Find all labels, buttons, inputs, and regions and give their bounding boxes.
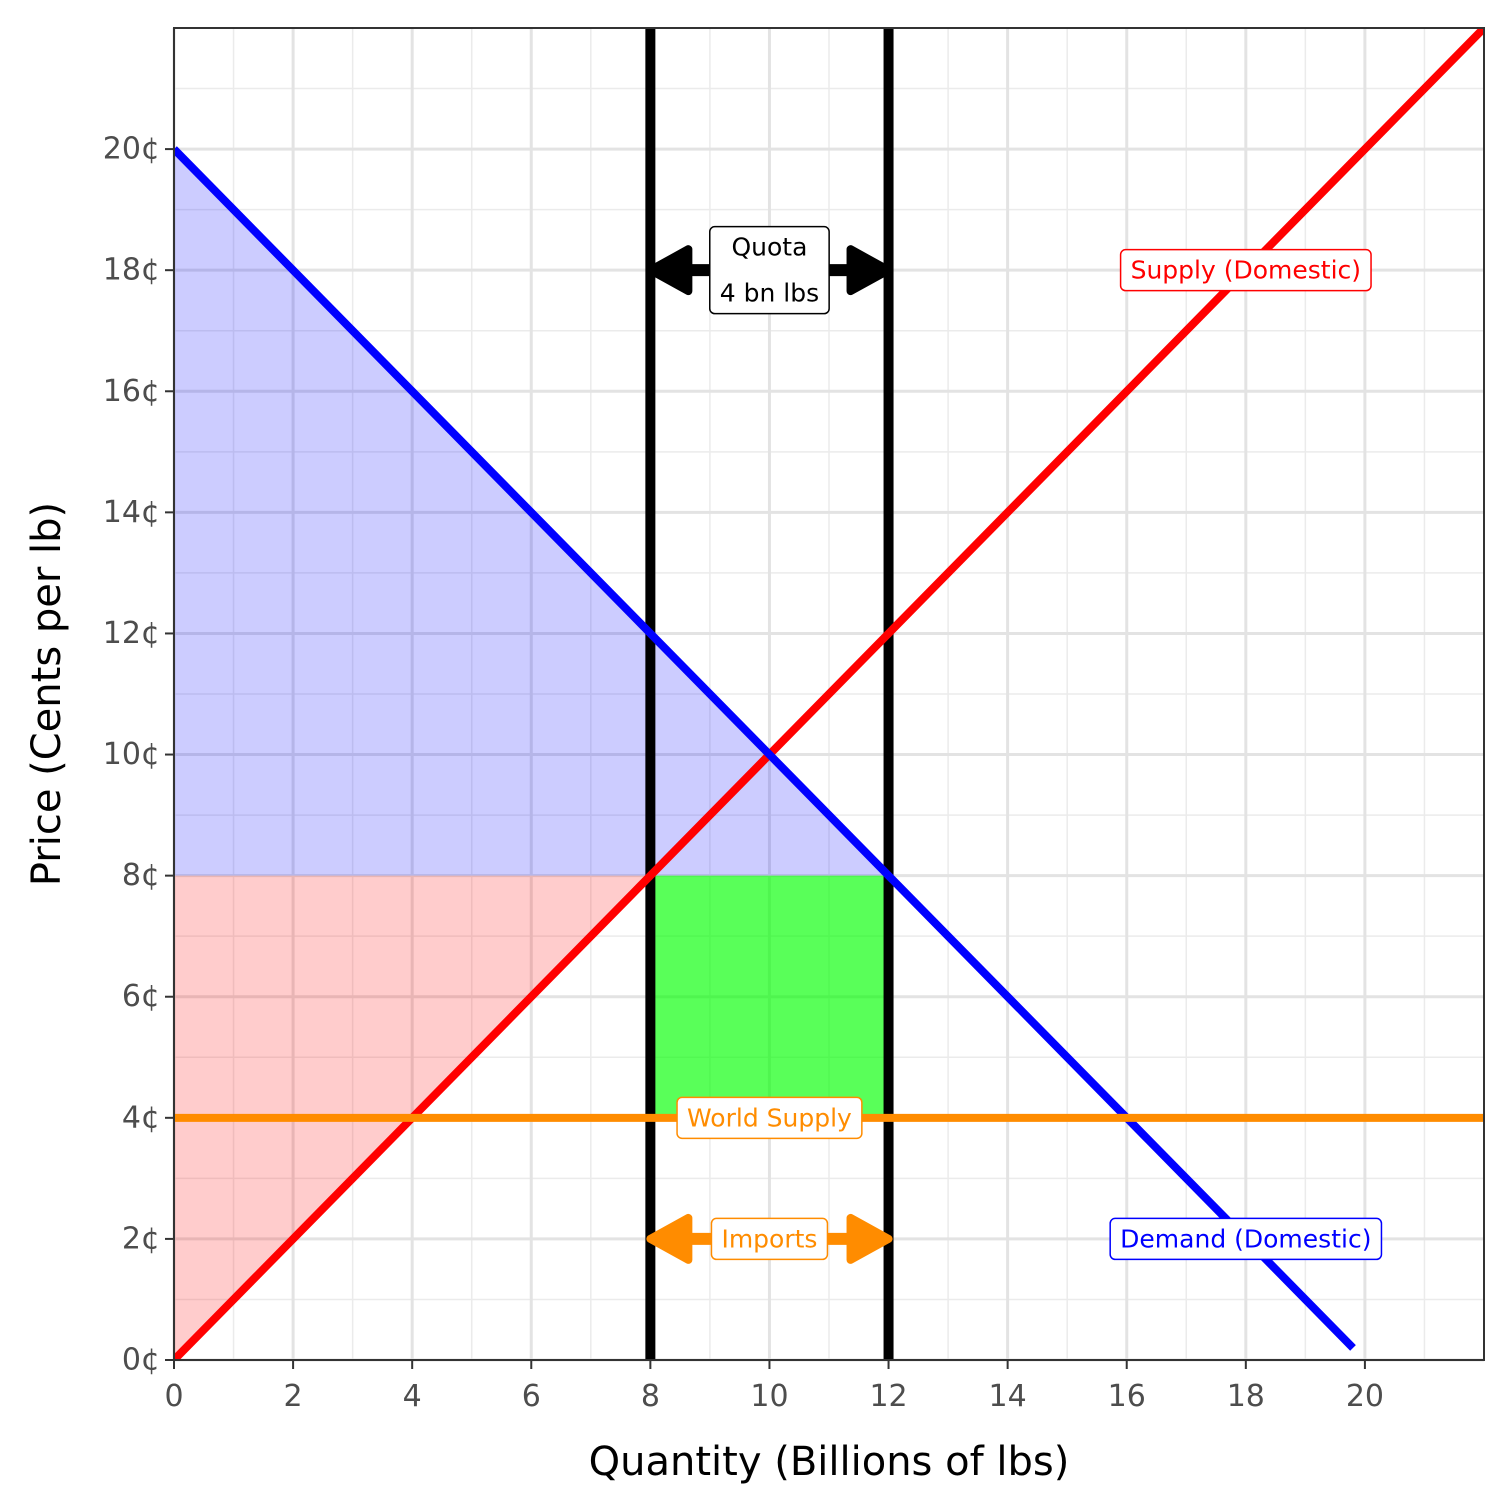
x-tick-label: 0 — [164, 1379, 183, 1414]
x-tick-label: 12 — [869, 1379, 907, 1414]
arrow-head-left — [646, 1213, 693, 1264]
y-tick-label: 12¢ — [103, 616, 160, 651]
x-tick-label: 14 — [989, 1379, 1027, 1414]
y-tick-label: 20¢ — [103, 132, 160, 167]
y-tick-label: 18¢ — [103, 253, 160, 288]
annotation-label: Imports — [710, 1217, 829, 1261]
label-text: Demand (Domestic) — [1120, 1224, 1371, 1253]
x-tick-label: 18 — [1227, 1379, 1265, 1414]
x-axis-title: Quantity (Billions of lbs) — [589, 1439, 1070, 1485]
x-tick-label: 4 — [403, 1379, 422, 1414]
x-tick-label: 2 — [284, 1379, 303, 1414]
annotation-labels: Quota 4 bn lbs Supply (Domestic) World Supp… — [676, 225, 1383, 1261]
series-line — [174, 146, 1356, 1351]
arrow-head-right — [846, 1213, 893, 1264]
x-axis: 0 2 4 6 8 10 12 14 16 18 20 — [164, 1360, 1384, 1414]
y-tick-label: 6¢ — [122, 979, 160, 1014]
annotation-label: Quota 4 bn lbs — [709, 225, 830, 315]
label-box — [710, 1217, 829, 1261]
y-tick-label: 8¢ — [122, 858, 160, 893]
label-text: Supply (Domestic) — [1131, 256, 1361, 285]
plot-border — [173, 27, 1485, 1361]
label-box — [1109, 1217, 1383, 1261]
shaded-region — [650, 875, 889, 1118]
arrow-head-left — [646, 245, 693, 296]
x-tick-label: 16 — [1108, 1379, 1146, 1414]
y-tick-label: 4¢ — [122, 1100, 160, 1135]
label-text: 4 bn lbs — [720, 279, 819, 308]
annotation-label: Supply (Domestic) — [1119, 248, 1372, 292]
annotation-label: World Supply — [676, 1096, 863, 1140]
y-axis: 0¢ 2¢ 4¢ 6¢ 8¢ 10¢ 12¢ 14¢ 16¢ 18¢ 20¢ — [103, 132, 174, 1378]
y-tick-label: 10¢ — [103, 737, 160, 772]
label-box — [709, 225, 830, 315]
label-box — [676, 1096, 863, 1140]
y-tick-label: 16¢ — [103, 374, 160, 409]
x-tick-label: 10 — [750, 1379, 788, 1414]
x-tick-label: 8 — [641, 1379, 660, 1414]
label-text: Imports — [721, 1224, 817, 1253]
y-tick-label: 0¢ — [122, 1343, 160, 1378]
quota-bounds — [645, 28, 894, 1360]
y-tick-label: 14¢ — [103, 495, 160, 530]
arrow-head-right — [846, 245, 893, 296]
label-text: Quota — [731, 233, 807, 262]
annotation-label: Demand (Domestic) — [1109, 1217, 1383, 1261]
label-text: World Supply — [687, 1103, 852, 1132]
x-tick-label: 6 — [522, 1379, 541, 1414]
y-tick-label: 2¢ — [122, 1221, 160, 1256]
y-axis-title: Price (Cents per lb) — [24, 502, 70, 886]
label-box — [1119, 248, 1372, 292]
x-tick-label: 20 — [1346, 1379, 1384, 1414]
